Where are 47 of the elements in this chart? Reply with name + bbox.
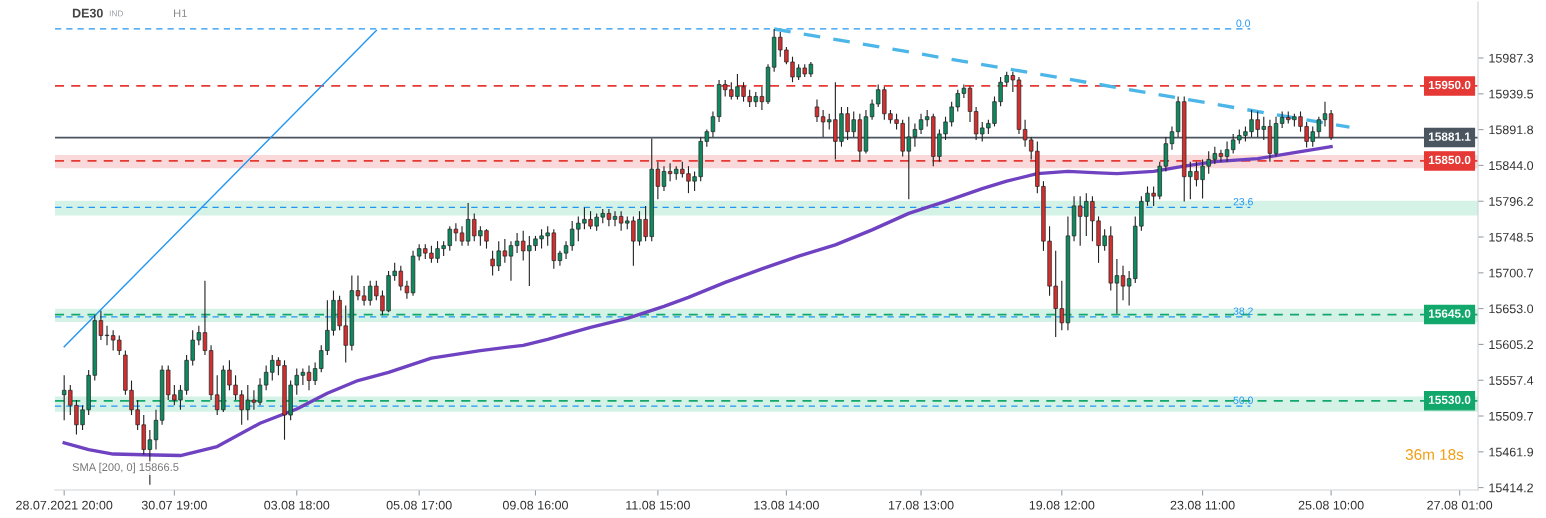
- x-tick-label: 23.08 11:00: [1170, 500, 1235, 510]
- candlestick: [1328, 109, 1334, 141]
- x-tick-label: 17.08 13:00: [888, 500, 954, 510]
- x-tick-label: 11.08 15:00: [626, 500, 690, 510]
- candlestick: [153, 409, 159, 451]
- ref-line-label: 15530.0: [1428, 395, 1471, 404]
- y-tick-label: 15891.8: [1489, 125, 1534, 135]
- annotation: SMA [200, 0] 15866.5: [72, 462, 179, 474]
- candlestick: [967, 85, 973, 123]
- y-tick-label: 15796.2: [1489, 197, 1533, 206]
- y-tick-label: 15557.4: [1489, 376, 1534, 385]
- candlestick: [814, 98, 820, 123]
- annotation: H1: [174, 9, 187, 18]
- y-tick-label: 15987.3: [1489, 53, 1534, 63]
- x-tick-label: 03.08 18:00: [264, 500, 330, 510]
- annotation: IND: [109, 10, 124, 17]
- candlestick: [459, 225, 465, 247]
- y-tick-label: 15844.0: [1489, 161, 1534, 171]
- annotation: 38.2: [1233, 307, 1253, 315]
- y-tick-label: 15653.0: [1489, 304, 1534, 314]
- annotation: 0.0: [1236, 19, 1251, 27]
- ref-line-label: 15950.0: [1428, 80, 1471, 90]
- x-tick-label: 19.08 12:00: [1029, 500, 1095, 510]
- x-tick-label: 28.07.2021 20:00: [16, 500, 113, 510]
- y-tick-label: 15748.5: [1489, 232, 1534, 242]
- y-tick-label: 15461.9: [1489, 447, 1534, 457]
- x-tick-label: 30.07 19:00: [141, 500, 207, 510]
- annotation: 36m 18s: [1405, 449, 1464, 460]
- x-tick-label: 27.08 01:00: [1427, 500, 1493, 510]
- annotation: 50.0: [1233, 396, 1253, 404]
- ref-line-label: 15881.1: [1428, 132, 1471, 141]
- line-series: [62, 145, 1333, 458]
- x-tick-label: 09.08 16:00: [502, 500, 568, 510]
- x-tick-label: 13.08 14:00: [754, 500, 819, 510]
- y-tick-label: 15605.2: [1489, 340, 1533, 350]
- x-tick-label: 05.08 17:00: [386, 500, 452, 510]
- annotation: 23.6: [1233, 197, 1253, 206]
- x-tick-label: 25.08 10:00: [1298, 500, 1364, 510]
- y-tick-label: 15700.7: [1489, 268, 1533, 278]
- chart-title: DE30: [72, 8, 103, 18]
- candlestick: [306, 365, 312, 391]
- y-tick-label: 15939.5: [1489, 89, 1534, 99]
- y-tick-label: 15509.7: [1489, 411, 1533, 421]
- y-tick-label: 15414.2: [1489, 483, 1533, 493]
- ref-line-label: 15645.0: [1428, 309, 1471, 318]
- ref-line-label: 15850.0: [1428, 155, 1471, 165]
- candlestick: [1322, 101, 1328, 127]
